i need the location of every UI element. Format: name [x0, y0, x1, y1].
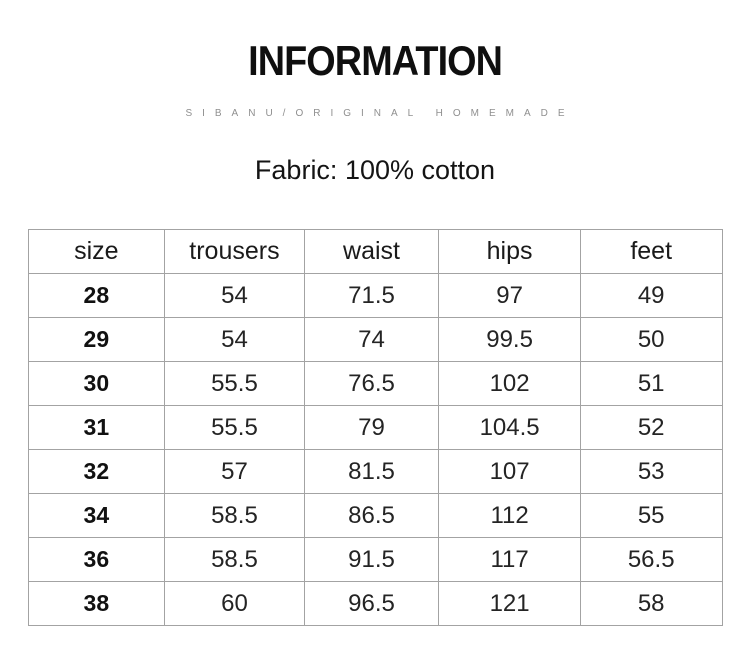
column-header-feet: feet [579, 229, 723, 274]
cell-feet: 56.5 [579, 537, 723, 582]
cell-waist: 91.5 [303, 537, 440, 582]
cell-size: 36 [27, 537, 166, 582]
cell-size: 31 [27, 405, 166, 450]
cell-size: 29 [27, 317, 166, 362]
table-row: 36 58.5 91.5 117 56.5 [27, 537, 723, 582]
table-row: 38 60 96.5 121 58 [27, 581, 723, 626]
title-wrap: INFORMATION [0, 40, 750, 82]
cell-size: 38 [27, 581, 166, 626]
cell-hips: 99.5 [438, 317, 581, 362]
cell-hips: 121 [438, 581, 581, 626]
cell-waist: 96.5 [303, 581, 440, 626]
cell-hips: 102 [438, 361, 581, 406]
cell-waist: 71.5 [303, 273, 440, 318]
cell-hips: 97 [438, 273, 581, 318]
cell-size: 28 [27, 273, 166, 318]
table-row: 28 54 71.5 97 49 [27, 273, 723, 318]
cell-feet: 53 [579, 449, 723, 494]
column-header-waist: waist [303, 229, 440, 274]
table-row: 32 57 81.5 107 53 [27, 449, 723, 494]
cell-feet: 55 [579, 493, 723, 538]
page-title: INFORMATION [248, 37, 503, 84]
fabric-line: Fabric: 100% cotton [254, 155, 496, 185]
column-header-size: size [27, 229, 166, 274]
column-header-hips: hips [438, 229, 581, 274]
cell-waist: 74 [303, 317, 440, 362]
cell-hips: 104.5 [438, 405, 581, 450]
cell-waist: 81.5 [303, 449, 440, 494]
cell-size: 30 [27, 361, 166, 406]
cell-feet: 58 [579, 581, 723, 626]
cell-trousers: 60 [164, 581, 305, 626]
cell-trousers: 54 [164, 317, 305, 362]
cell-waist: 86.5 [303, 493, 440, 538]
table-row: 34 58.5 86.5 112 55 [27, 493, 723, 538]
table-row: 31 55.5 79 104.5 52 [27, 405, 723, 450]
table-row: 30 55.5 76.5 102 51 [27, 361, 723, 406]
cell-feet: 50 [579, 317, 723, 362]
cell-trousers: 58.5 [164, 537, 305, 582]
cell-trousers: 55.5 [164, 361, 305, 406]
cell-hips: 117 [438, 537, 581, 582]
cell-trousers: 57 [164, 449, 305, 494]
cell-size: 34 [27, 493, 166, 538]
cell-waist: 79 [303, 405, 440, 450]
column-header-trousers: trousers [164, 229, 305, 274]
cell-trousers: 58.5 [164, 493, 305, 538]
cell-feet: 49 [579, 273, 723, 318]
cell-trousers: 55.5 [164, 405, 305, 450]
cell-size: 32 [27, 449, 166, 494]
cell-hips: 107 [438, 449, 581, 494]
table-header-row: size trousers waist hips feet [27, 229, 723, 274]
cell-hips: 112 [438, 493, 581, 538]
cell-waist: 76.5 [303, 361, 440, 406]
cell-trousers: 54 [164, 273, 305, 318]
size-table: size trousers waist hips feet 28 54 71.5… [27, 229, 723, 626]
table-row: 29 54 74 99.5 50 [27, 317, 723, 362]
cell-feet: 52 [579, 405, 723, 450]
brand-subtitle: SIBANU/ORIGINAL HOMEMADE [185, 108, 575, 119]
cell-feet: 51 [579, 361, 723, 406]
